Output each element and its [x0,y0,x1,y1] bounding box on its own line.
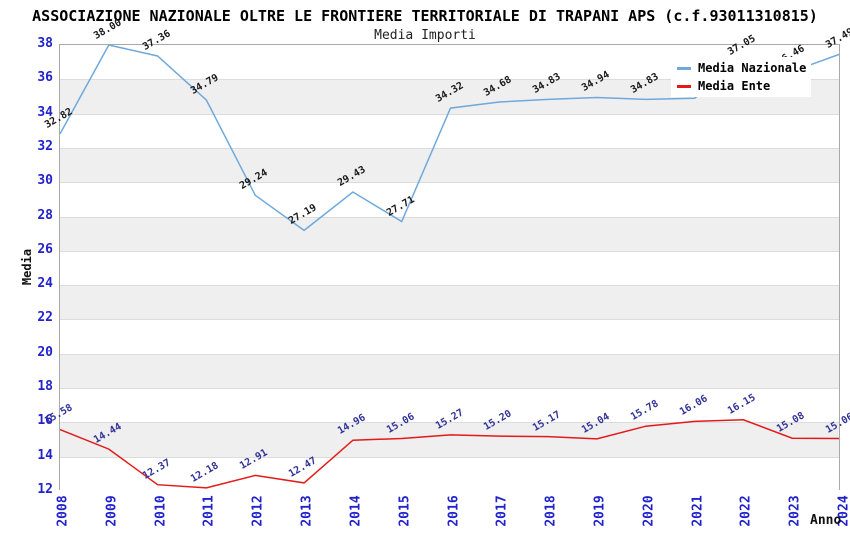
background-band [60,353,839,389]
y-tick-label: 14 [37,447,53,463]
x-tick-label: 2010 [153,495,169,527]
background-band [60,422,839,457]
x-tick-label: 2016 [446,495,461,527]
y-tick-label: 34 [37,104,53,120]
gridline [60,250,839,252]
legend-item: Media Nazionale [677,61,811,75]
gridline [60,285,839,287]
x-tick-label: 2021 [690,495,706,527]
gridline [60,353,839,355]
y-tick-label: 22 [37,310,53,326]
gridline [60,388,839,390]
gridline [60,182,839,184]
y-tick-label: 18 [37,379,53,395]
series-line-media-ente [60,419,839,489]
gridline [60,79,839,81]
x-tick-label: 2011 [201,495,217,527]
background-band [60,285,839,320]
legend: Media Nazionale Media Ente [671,57,811,97]
y-tick-label: 38 [37,36,53,51]
y-tick-label: 24 [37,276,53,292]
x-tick-label: 2022 [738,495,754,527]
legend-color-swatch [677,84,691,88]
y-tick-label: 36 [37,70,53,86]
legend-color-swatch [677,66,691,70]
gridline [60,319,839,321]
background-band [60,216,839,251]
legend-item: Media Ente [677,79,811,93]
gridline [60,456,839,458]
gridline [60,147,839,149]
x-tick-label: 2023 [787,495,803,527]
background-band [60,456,839,491]
x-tick-label: 2012 [250,495,266,527]
chart-title: ASSOCIAZIONE NAZIONALE OLTRE LE FRONTIER… [32,7,818,25]
y-tick-label: 32 [37,138,53,154]
chart-subtitle: Media Importi [374,28,476,43]
y-tick-label: 20 [37,344,53,360]
background-band [60,113,839,148]
y-tick-label: 26 [37,241,53,257]
x-tick-label: 2020 [641,495,657,527]
gridline [60,113,839,115]
gridline [60,216,839,218]
legend-label: Media Ente [698,79,771,93]
y-tick-label: 12 [37,482,53,497]
x-tick-label: 2014 [348,495,364,527]
y-tick-label: 16 [37,413,53,429]
plot-area [59,44,840,491]
gridline [60,422,839,424]
x-tick-label: 2017 [494,495,510,527]
background-band [60,388,839,423]
background-band [60,147,839,183]
y-tick-label: 28 [37,207,53,223]
background-band [60,319,839,354]
legend-label: Media Nazionale [698,61,807,75]
background-band [60,250,839,286]
background-band [60,182,839,217]
x-tick-label: 2008 [55,495,71,527]
x-tick-label: 2013 [299,495,315,527]
x-tick-label: 2015 [397,495,413,527]
x-axis-title: Anno [810,513,842,528]
x-tick-label: 2018 [543,495,559,527]
y-tick-label: 30 [37,173,53,189]
x-tick-label: 2009 [104,495,120,527]
x-tick-label: 2019 [592,495,608,527]
